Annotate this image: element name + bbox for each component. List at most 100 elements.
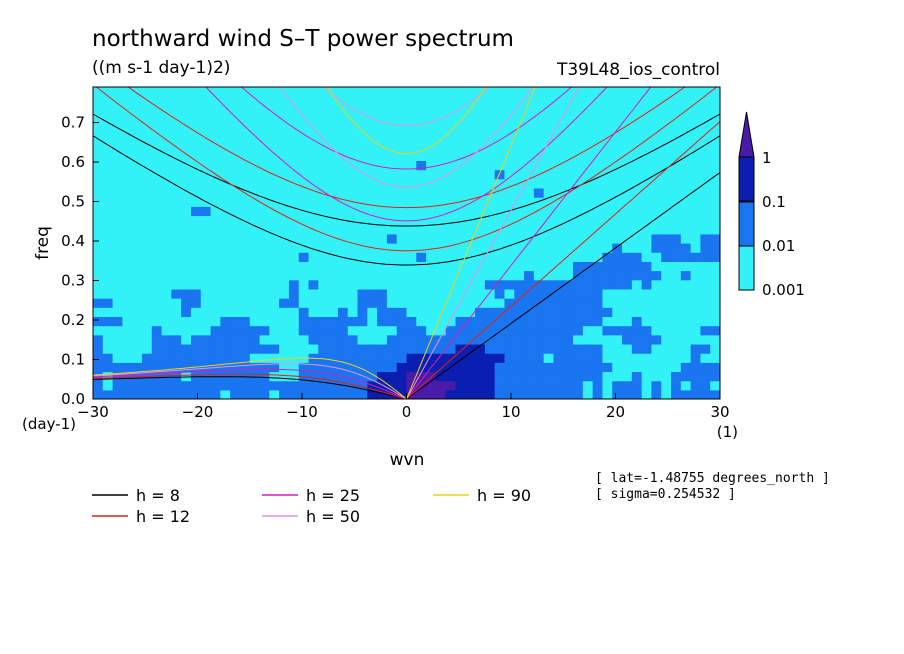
- heatmap-cell: [710, 362, 720, 373]
- heatmap-cell: [386, 380, 398, 391]
- heatmap-cell: [661, 279, 672, 290]
- heatmap-cell: [435, 334, 447, 345]
- heatmap-cell: [161, 243, 172, 253]
- heatmap-cell: [132, 316, 143, 327]
- heatmap-cell: [582, 371, 594, 382]
- heatmap-cell: [504, 132, 515, 143]
- heatmap-cell: [279, 325, 290, 336]
- heatmap-cell: [631, 362, 643, 373]
- heatmap-cell: [416, 151, 427, 162]
- heatmap-cell: [700, 224, 711, 235]
- heatmap-cell: [288, 270, 300, 281]
- heatmap-cell: [288, 389, 300, 399]
- heatmap-cell: [455, 132, 466, 143]
- heatmap-cell: [328, 197, 339, 207]
- heatmap-cell: [328, 206, 339, 217]
- heatmap-cell: [710, 380, 720, 391]
- heatmap-cell: [465, 261, 476, 272]
- heatmap-cell: [533, 132, 545, 143]
- heatmap-cell: [112, 270, 123, 281]
- heatmap-cell: [602, 169, 613, 180]
- heatmap-cell: [288, 206, 300, 217]
- heatmap-cell: [543, 389, 555, 399]
- heatmap-cell: [465, 187, 476, 198]
- heatmap-cell: [573, 279, 584, 290]
- heatmap-cell: [465, 389, 476, 399]
- heatmap-cell: [710, 270, 720, 281]
- heatmap-cell: [102, 215, 114, 226]
- heatmap-cell: [573, 316, 584, 327]
- heatmap-cell: [651, 224, 662, 235]
- heatmap-cell: [690, 142, 702, 152]
- heatmap-cell: [288, 288, 300, 299]
- heatmap-cell: [298, 87, 310, 97]
- heatmap-cell: [249, 362, 261, 373]
- heatmap-cell: [563, 288, 574, 299]
- heatmap-cell: [269, 87, 280, 97]
- heatmap-cell: [690, 206, 702, 217]
- heatmap-cell: [582, 270, 594, 281]
- heatmap-cell: [367, 105, 378, 116]
- heatmap-cell: [122, 114, 133, 125]
- heatmap-cell: [249, 215, 261, 226]
- heatmap-cell: [494, 105, 506, 116]
- heatmap-cell: [445, 270, 457, 281]
- heatmap-cell: [641, 105, 653, 116]
- heatmap-cell: [249, 334, 261, 345]
- heatmap-cell: [171, 298, 182, 308]
- heatmap-cell: [661, 105, 672, 116]
- heatmap-cell: [426, 261, 437, 272]
- heatmap-cell: [494, 132, 506, 143]
- heatmap-cell: [406, 123, 417, 134]
- heatmap-cell: [171, 334, 182, 345]
- heatmap-cell: [671, 288, 682, 299]
- heatmap-cell: [200, 160, 212, 171]
- heatmap-cell: [435, 261, 447, 272]
- heatmap-cell: [288, 252, 300, 262]
- heatmap-cell: [455, 243, 466, 253]
- heatmap-cell: [141, 252, 153, 262]
- heatmap-cell: [700, 343, 711, 354]
- heatmap-cell: [631, 380, 643, 391]
- heatmap-cell: [181, 224, 192, 235]
- heatmap-cell: [141, 343, 153, 354]
- heatmap-cell: [396, 371, 408, 382]
- heatmap-cell: [259, 261, 270, 272]
- heatmap-cell: [651, 325, 662, 336]
- heatmap-cell: [406, 206, 417, 217]
- heatmap-cell: [671, 298, 682, 308]
- heatmap-cell: [543, 233, 555, 244]
- heatmap-cell: [435, 316, 447, 327]
- heatmap-cell: [190, 233, 202, 244]
- heatmap-cell: [435, 142, 447, 152]
- heatmap-cell: [416, 316, 427, 327]
- heatmap-cell: [298, 114, 310, 125]
- heatmap-cell: [484, 169, 496, 180]
- heatmap-cell: [475, 132, 486, 143]
- heatmap-cell: [337, 325, 349, 336]
- heatmap-cell: [210, 307, 221, 318]
- heatmap-cell: [484, 224, 496, 235]
- heatmap-cell: [504, 307, 515, 318]
- heatmap-cell: [426, 325, 437, 336]
- heatmap-cell: [651, 288, 662, 299]
- heatmap-cell: [416, 298, 427, 308]
- heatmap-cell: [524, 151, 535, 162]
- heatmap-cell: [279, 123, 290, 134]
- heatmap-cell: [661, 343, 672, 354]
- heatmap-cell: [151, 307, 163, 318]
- heatmap-cell: [612, 151, 623, 162]
- heatmap-cell: [337, 114, 349, 125]
- heatmap-cell: [122, 206, 133, 217]
- heatmap-cell: [592, 132, 604, 143]
- heatmap-cell: [504, 353, 515, 363]
- heatmap-cell: [220, 114, 231, 125]
- heatmap-cell: [631, 151, 643, 162]
- heatmap-cell: [582, 252, 594, 262]
- heatmap-cell: [455, 114, 466, 125]
- heatmap-cell: [377, 96, 388, 106]
- heatmap-cell: [680, 87, 692, 97]
- heatmap-cell: [573, 243, 584, 253]
- heatmap-cell: [700, 380, 711, 391]
- heatmap-cell: [239, 114, 251, 125]
